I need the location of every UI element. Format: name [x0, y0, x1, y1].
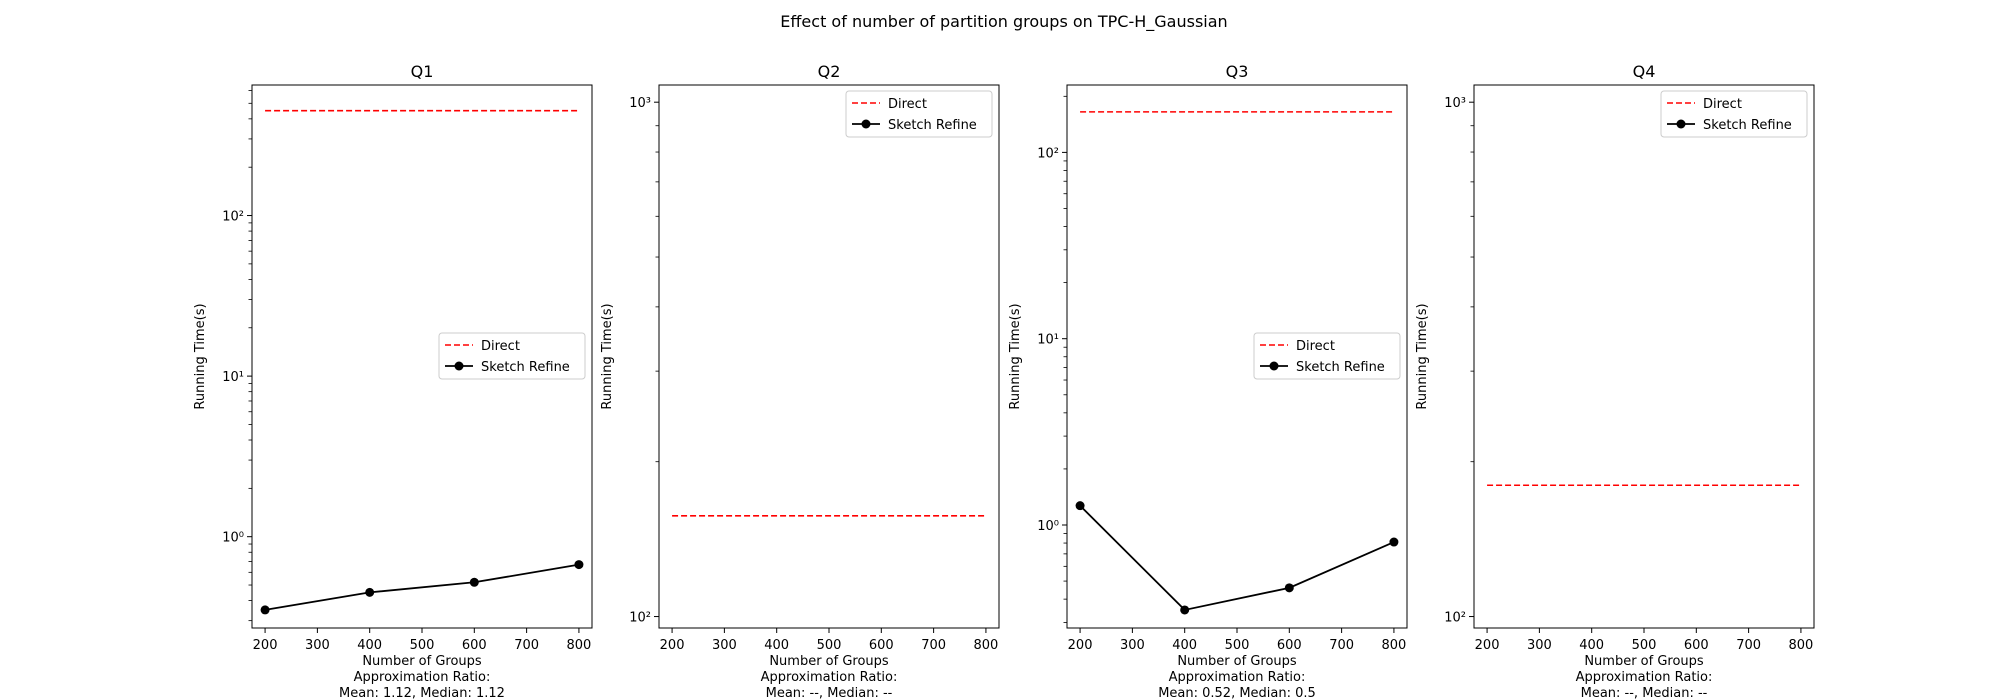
y-tick-label: 10¹ [1037, 333, 1059, 348]
legend: Direct Sketch Refine [438, 332, 586, 380]
subplot-3: 10⁰ 10¹ 10² 200 300 400 500 600 700 800 Q3 Running … [1008, 62, 1408, 700]
sketch-refine-point [1284, 583, 1294, 593]
sketch-refine-point [1389, 537, 1399, 547]
x-tick-label: 300 [1120, 638, 1145, 653]
approximation-ratio-text: Approximation Ratio: [1169, 670, 1306, 685]
x-tick-label: 800 [1382, 638, 1407, 653]
x-tick-label: 500 [817, 638, 842, 653]
x-tick-label: 400 [1579, 638, 1604, 653]
x-tick-label: 600 [1277, 638, 1302, 653]
approximation-ratio-text: Mean: --, Median: -- [766, 686, 893, 700]
legend-sketch-refine-marker [1676, 119, 1686, 129]
sketch-refine-point [260, 605, 270, 615]
y-tick-label: 10² [629, 611, 651, 626]
sketch-refine-series-line [1079, 505, 1395, 611]
x-tick-label: 500 [1632, 638, 1657, 653]
subplot-title: Q2 [818, 62, 841, 81]
legend: Direct Sketch Refine [1253, 332, 1401, 380]
sketch-refine-point [574, 560, 584, 570]
y-axis-label: Running Time(s) [193, 303, 208, 409]
y-axis-label: Running Time(s) [1008, 303, 1023, 409]
axes-frame [251, 84, 593, 629]
sketch-refine-point [469, 577, 479, 587]
x-tick-label: 500 [410, 638, 435, 653]
x-tick-label: 200 [660, 638, 685, 653]
legend-direct-label: Direct [1296, 339, 1335, 354]
legend-sketch-refine-label: Sketch Refine [1703, 118, 1792, 133]
sketch-refine-series-line [264, 563, 580, 611]
x-tick-label: 200 [1068, 638, 1093, 653]
legend: Direct Sketch Refine [845, 90, 993, 138]
legend-box [1253, 332, 1401, 380]
subplot-1: 10⁰ 10¹ 10² 200 300 400 500 600 700 800 Q1 Running … [193, 62, 593, 700]
y-tick-label: 10³ [1444, 96, 1466, 111]
x-tick-label: 600 [869, 638, 894, 653]
x-tick-label: 800 [1789, 638, 1814, 653]
x-axis-label: Number of Groups [1584, 654, 1704, 669]
x-tick-label: 700 [1736, 638, 1761, 653]
x-tick-label: 300 [305, 638, 330, 653]
x-axis-label: Number of Groups [362, 654, 482, 669]
legend-direct-label: Direct [888, 97, 927, 112]
x-tick-label: 600 [1684, 638, 1709, 653]
x-tick-label: 700 [514, 638, 539, 653]
legend-sketch-refine-marker [454, 361, 464, 371]
legend-box [438, 332, 586, 380]
approximation-ratio-text: Mean: --, Median: -- [1581, 686, 1708, 700]
axes-frame [1473, 84, 1815, 629]
subplot-title: Q4 [1633, 62, 1656, 81]
x-tick-label: 400 [357, 638, 382, 653]
y-tick-label: 10² [1037, 146, 1059, 161]
sketch-refine-point [1180, 605, 1190, 615]
y-tick-label: 10² [1444, 611, 1466, 626]
legend-box [845, 90, 993, 138]
x-tick-label: 200 [253, 638, 278, 653]
y-axis-label: Running Time(s) [1415, 303, 1430, 409]
axes-frame [658, 84, 1000, 629]
y-tick-label: 10³ [629, 96, 651, 111]
y-tick-label: 10⁰ [1037, 519, 1059, 534]
x-tick-label: 300 [1527, 638, 1552, 653]
x-tick-label: 700 [1329, 638, 1354, 653]
figure-title: Effect of number of partition groups on … [780, 12, 1227, 32]
x-tick-label: 200 [1475, 638, 1500, 653]
x-tick-label: 400 [764, 638, 789, 653]
x-tick-label: 700 [921, 638, 946, 653]
legend-sketch-refine-label: Sketch Refine [888, 118, 977, 133]
sketch-refine-point [1075, 501, 1085, 511]
y-tick-label: 10¹ [222, 370, 244, 385]
legend-sketch-refine-label: Sketch Refine [481, 360, 570, 375]
legend-sketch-refine-marker [1269, 361, 1279, 371]
x-axis-label: Number of Groups [769, 654, 889, 669]
legend-direct-label: Direct [481, 339, 520, 354]
y-axis-label: Running Time(s) [600, 303, 615, 409]
legend-sketch-refine-marker [861, 119, 871, 129]
approximation-ratio-text: Approximation Ratio: [761, 670, 898, 685]
x-tick-label: 400 [1172, 638, 1197, 653]
approximation-ratio-text: Approximation Ratio: [354, 670, 491, 685]
x-tick-label: 800 [567, 638, 592, 653]
subplot-title: Q1 [411, 62, 434, 81]
subplot-2: 10² 10³ 200 300 400 500 600 700 800 Q2 Running Tim… [600, 62, 1000, 700]
y-tick-label: 10² [222, 210, 244, 225]
approximation-ratio-text: Approximation Ratio: [1576, 670, 1713, 685]
x-tick-label: 600 [462, 638, 487, 653]
x-tick-label: 300 [712, 638, 737, 653]
axes-frame [1066, 84, 1408, 629]
y-tick-label: 10⁰ [222, 531, 244, 546]
subplot-title: Q3 [1226, 62, 1249, 81]
x-tick-label: 800 [974, 638, 999, 653]
legend: Direct Sketch Refine [1660, 90, 1808, 138]
approximation-ratio-text: Mean: 1.12, Median: 1.12 [339, 686, 505, 700]
legend-direct-label: Direct [1703, 97, 1742, 112]
subplot-4: 10² 10³ 200 300 400 500 600 700 800 Q4 Running Tim… [1415, 62, 1815, 700]
approximation-ratio-text: Mean: 0.52, Median: 0.5 [1158, 686, 1316, 700]
x-tick-label: 500 [1225, 638, 1250, 653]
x-axis-label: Number of Groups [1177, 654, 1297, 669]
legend-box [1660, 90, 1808, 138]
sketch-refine-point [365, 587, 375, 597]
legend-sketch-refine-label: Sketch Refine [1296, 360, 1385, 375]
